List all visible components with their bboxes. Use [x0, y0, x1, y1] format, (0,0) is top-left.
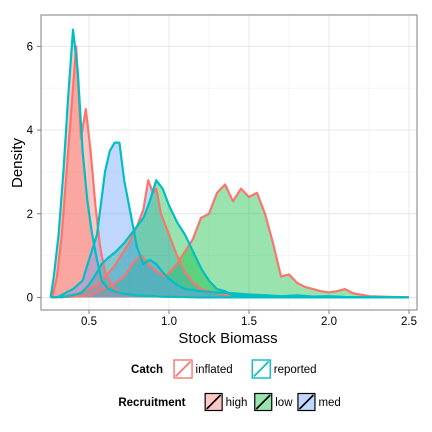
legend-label-high: high: [226, 397, 248, 409]
legend-label-inflated: inflated: [196, 364, 233, 376]
legend-label-med: med: [318, 397, 340, 409]
panel-border: [40, 14, 418, 311]
density-lines: [49, 28, 410, 299]
x-axis: 0.5 1.0 1.5 2.0 2.5: [81, 310, 417, 328]
legend-key-slash: [298, 394, 315, 410]
density-line-reported-high: [49, 28, 409, 299]
density-line-reported-med: [56, 141, 410, 299]
density-fills: [50, 29, 410, 298]
legend-key-slash: [206, 394, 222, 410]
density-area-reported-low: [50, 180, 409, 298]
density-line-inflated-low: [53, 183, 410, 299]
legend-key-slash: [253, 360, 270, 378]
y-tick-label: 4: [27, 125, 34, 137]
legend-title-catch: Catch: [131, 364, 163, 376]
legend-key-slash: [174, 360, 192, 378]
x-tick-label: 0.5: [81, 316, 97, 328]
x-tick-label: 1.5: [241, 316, 257, 328]
legend-label-low: low: [275, 397, 293, 409]
y-tick-label: 0: [27, 292, 33, 304]
x-tick-label: 1.0: [161, 316, 177, 328]
legend: Catch inflated reported Recruitment high low m…: [118, 359, 341, 412]
legend-key-slash: [255, 394, 271, 410]
density-area-inflated-high: [52, 46, 409, 298]
y-tick-label: 6: [27, 41, 33, 53]
legend-title-recruitment: Recruitment: [118, 397, 185, 409]
density-area-reported-med: [57, 142, 409, 298]
x-tick-label: 2.0: [321, 316, 337, 328]
y-axis-label: Density: [9, 137, 26, 188]
y-axis: 0 2 4 6: [27, 41, 41, 304]
x-tick-label: 2.5: [401, 316, 417, 328]
y-tick-label: 2: [27, 209, 33, 221]
legend-label-reported: reported: [274, 364, 317, 376]
x-axis-label: Stock Biomass: [178, 330, 277, 347]
density-area-inflated-low: [53, 184, 410, 298]
